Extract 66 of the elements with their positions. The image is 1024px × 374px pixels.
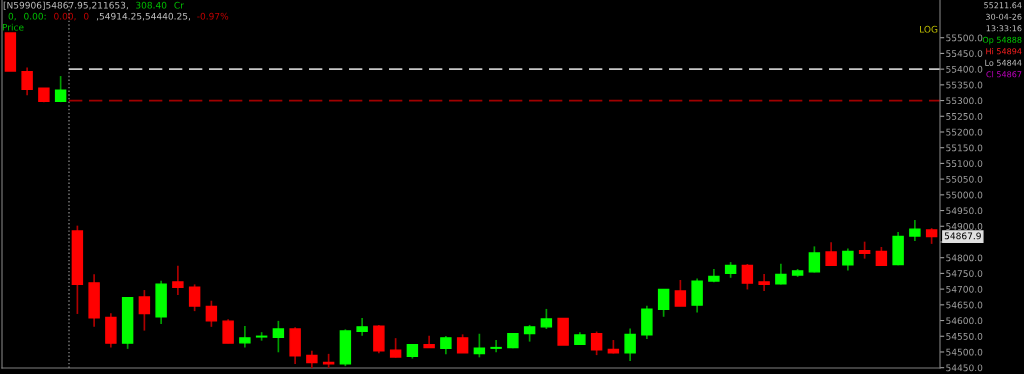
candlestick: [490, 339, 502, 354]
candlestick: [758, 273, 770, 292]
candlestick: [624, 327, 636, 362]
candlestick: [389, 337, 402, 359]
text: Hi 54894: [986, 48, 1022, 55]
candlestick: [188, 283, 201, 312]
annotation: -0.97%: [197, 12, 229, 20]
y-tick-label: 54750.0: [946, 270, 983, 277]
y-tick-label: 54450.0: [946, 364, 983, 372]
text: Lo 54844: [985, 59, 1022, 66]
candlestick: [222, 318, 234, 345]
candlestick: [272, 320, 285, 354]
candlestick: [21, 66, 33, 97]
candlestick: [825, 241, 837, 267]
text: 54867.9: [944, 232, 981, 240]
text: 13:33:16: [986, 25, 1022, 32]
candlestick: [590, 330, 603, 356]
candlestick: [54, 75, 67, 103]
candlestick: [691, 277, 703, 314]
candlestick: [657, 288, 670, 318]
y-tick-label: 55150.0: [946, 144, 983, 152]
candlestick: [205, 299, 218, 328]
candlestick: [909, 219, 921, 242]
annotation: [N59906]54867.95,211653,: [3, 1, 128, 10]
text: 30-04-26: [986, 13, 1022, 20]
y-tick-label: 55450.0: [946, 50, 983, 57]
annotation: 0.00,: [54, 12, 76, 21]
text: 55211.64: [984, 2, 1022, 9]
candlestick: [440, 335, 452, 356]
candlestick: [875, 246, 888, 267]
annotation: 0,: [8, 12, 16, 21]
y-tick-label: 55200.0: [946, 128, 983, 136]
candlestick: [741, 263, 754, 291]
text: Cl 54867: [986, 71, 1022, 78]
y-tick-label: 55100.0: [946, 160, 983, 167]
y-tick-label: 55250.0: [946, 113, 983, 120]
y-tick-label: 54800.0: [946, 254, 983, 262]
y-tick-label: 55300.0: [946, 97, 983, 105]
annotation: LOG: [920, 25, 938, 33]
annotation: Price: [2, 23, 24, 31]
y-tick-label: 54500.0: [946, 348, 983, 356]
y-tick-label: 55350.0: [946, 81, 983, 89]
annotation: 0: [83, 12, 89, 20]
y-tick-label: 54950.0: [946, 207, 983, 215]
candlestick: [138, 289, 151, 332]
y-tick-label: 55500.0: [946, 34, 983, 42]
annotation: Cr: [174, 1, 184, 9]
candlestick: [456, 333, 469, 354]
candlestick: [172, 265, 184, 296]
y-tick-label: 54550.0: [946, 332, 983, 340]
y-tick-label: 54600.0: [946, 317, 983, 325]
y-tick-label: 55000.0: [946, 191, 983, 199]
y-tick-label: 54900.0: [946, 223, 983, 230]
text: Op 54888: [982, 36, 1022, 45]
candlestick: [540, 308, 553, 330]
candlestick: [674, 279, 687, 307]
annotation: 0.00:: [24, 12, 46, 20]
y-tick-label: 54650.0: [946, 301, 983, 309]
y-tick-label: 55400.0: [946, 65, 983, 73]
candlestick: [842, 247, 854, 272]
y-tick-label: 54700.0: [946, 285, 983, 293]
annotation: ,54914.25,54440.25,: [96, 12, 190, 21]
annotation: 308.40: [136, 1, 167, 9]
candlestick: [239, 325, 251, 349]
candlestick: [808, 245, 821, 274]
y-tick-label: 55050.0: [946, 175, 983, 183]
